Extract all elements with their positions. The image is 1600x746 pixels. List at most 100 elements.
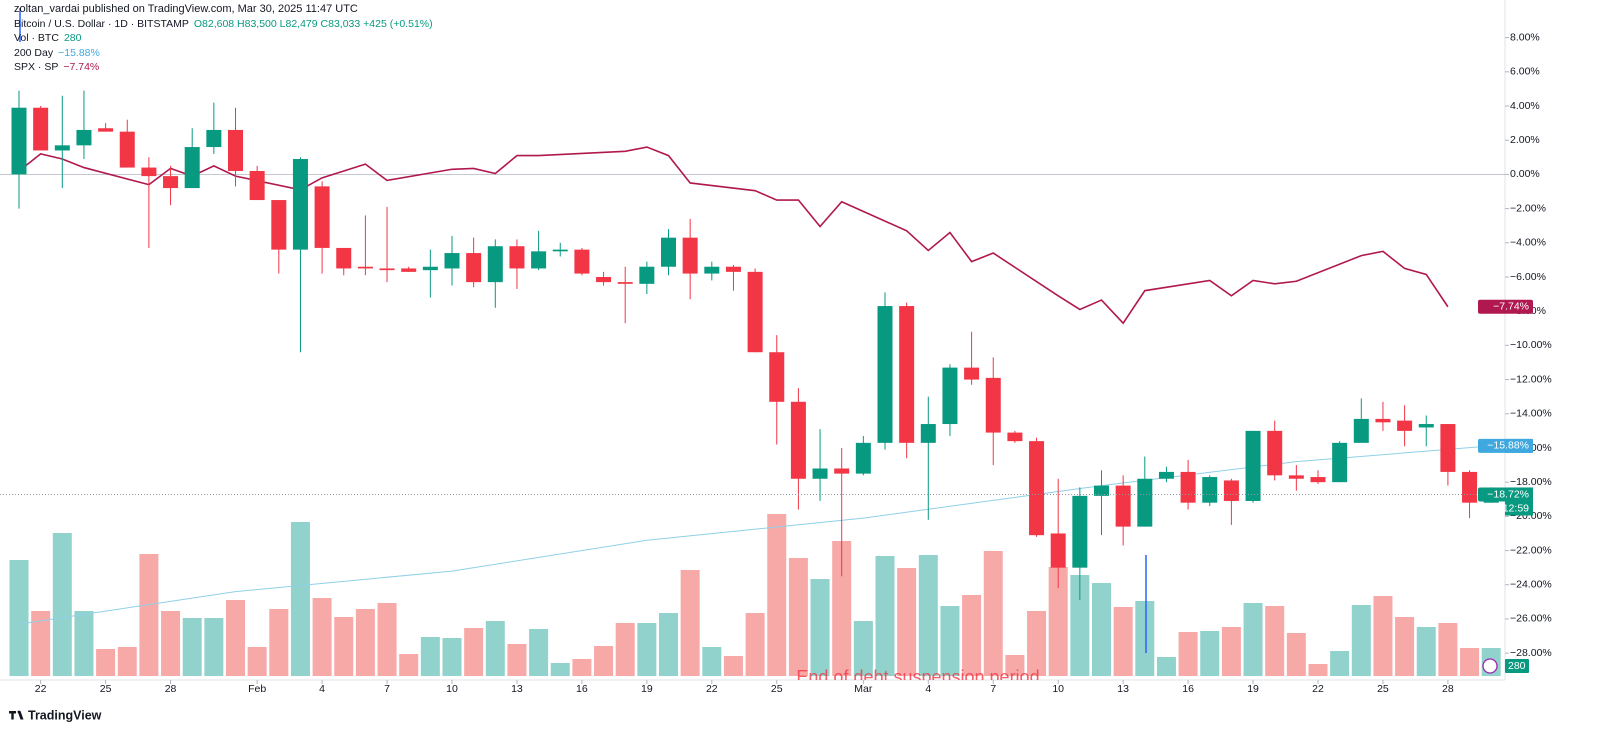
volume-bar bbox=[507, 644, 527, 676]
candle-body bbox=[964, 367, 980, 380]
candle-body bbox=[704, 266, 720, 274]
volume-bar bbox=[269, 609, 289, 676]
x-tick-label: 25 bbox=[100, 683, 112, 695]
volume-bar bbox=[204, 618, 224, 676]
symbol: Bitcoin / U.S. Dollar · 1D · BITSTAMP bbox=[14, 17, 189, 30]
spx-last-label: −7.74% bbox=[1493, 301, 1529, 313]
candle-body bbox=[552, 249, 568, 252]
volume-bar bbox=[1221, 627, 1241, 676]
candle-body bbox=[422, 266, 438, 271]
candle-body bbox=[1310, 477, 1326, 483]
volume-bar bbox=[182, 618, 202, 676]
volume-row: Vol · BTC 280 bbox=[14, 31, 438, 46]
volume-bar bbox=[897, 568, 917, 676]
volume-bar bbox=[139, 554, 159, 676]
plot-area: End of debt suspension period bbox=[0, 90, 1505, 680]
volume-bar bbox=[485, 621, 505, 676]
candle-body bbox=[1245, 430, 1261, 501]
x-tick-label: 13 bbox=[511, 683, 523, 695]
volume-bar bbox=[1351, 605, 1371, 676]
candle-body bbox=[1137, 478, 1153, 527]
x-tick-label: 10 bbox=[446, 683, 458, 695]
volume-bar bbox=[832, 541, 852, 676]
candle-body bbox=[531, 251, 547, 269]
candle-body bbox=[1158, 471, 1174, 479]
candle-body bbox=[487, 246, 503, 283]
volume-bar bbox=[52, 533, 72, 676]
tradingview-logo bbox=[8, 710, 24, 720]
candle-body bbox=[119, 131, 135, 168]
volume-bar bbox=[1178, 632, 1198, 676]
y-tick-label: 0.00% bbox=[1510, 168, 1540, 180]
volume-bar bbox=[334, 617, 354, 676]
candle-body bbox=[163, 176, 179, 189]
volume-bar bbox=[226, 600, 245, 676]
footer-brand: TradingView bbox=[28, 708, 102, 722]
candle-body bbox=[54, 145, 70, 151]
published: zoltan_vardai published on TradingView.c… bbox=[14, 3, 358, 15]
volume-bar bbox=[1395, 617, 1415, 676]
y-tick-label: 4.00% bbox=[1510, 100, 1540, 112]
x-tick-label: 16 bbox=[576, 683, 588, 695]
volume-bar bbox=[442, 638, 462, 676]
price-last-label-bg bbox=[1478, 487, 1533, 502]
volume-name: Vol · BTC bbox=[14, 32, 59, 44]
candle-body bbox=[920, 424, 936, 443]
volume-bar bbox=[1156, 657, 1176, 676]
volume-bar bbox=[1048, 567, 1068, 676]
ma-last-label-bg bbox=[1478, 438, 1533, 453]
x-tick-label: 25 bbox=[1377, 683, 1389, 695]
volume-last-label: 280 bbox=[1508, 660, 1526, 672]
candle-body bbox=[1223, 480, 1239, 501]
y-tick-label: −6.00% bbox=[1510, 271, 1546, 283]
candle-body bbox=[1050, 533, 1066, 568]
volume-bar bbox=[1200, 631, 1220, 676]
candle-body bbox=[985, 377, 1001, 433]
candle-body bbox=[1072, 495, 1088, 568]
volume-bar bbox=[962, 595, 982, 676]
candle-body bbox=[1440, 424, 1456, 472]
x-tick-label: 22 bbox=[35, 683, 47, 695]
volume-bar bbox=[420, 637, 440, 676]
x-tick-label: 10 bbox=[1052, 683, 1064, 695]
candle-body bbox=[292, 159, 308, 250]
volume-bar bbox=[464, 628, 484, 676]
volume-bar bbox=[637, 623, 657, 676]
volume-bar bbox=[1373, 596, 1393, 676]
candle-body bbox=[877, 306, 893, 443]
candle-body bbox=[942, 367, 958, 425]
spx-name: SPX · SP bbox=[14, 61, 59, 73]
volume-bar bbox=[918, 555, 938, 676]
volume-bar bbox=[702, 647, 722, 676]
candle-body bbox=[249, 170, 265, 201]
volume-bar bbox=[31, 611, 51, 676]
volume-bar bbox=[875, 556, 895, 676]
y-tick-label: 2.00% bbox=[1510, 134, 1540, 146]
x-tick-label: 7 bbox=[384, 683, 390, 695]
x-tick-label: 7 bbox=[990, 683, 996, 695]
candle-body bbox=[747, 271, 763, 353]
candle-body bbox=[1267, 430, 1283, 476]
candle-body bbox=[314, 186, 330, 248]
candle-body bbox=[725, 266, 741, 272]
candle-body bbox=[1418, 424, 1434, 428]
volume-bar bbox=[1092, 583, 1111, 676]
volume-bar bbox=[723, 656, 743, 676]
candle-body bbox=[271, 200, 287, 250]
volume-bar bbox=[1265, 606, 1285, 676]
candle-body bbox=[1094, 485, 1109, 496]
y-tick-label: −4.00% bbox=[1510, 237, 1546, 249]
volume-bar bbox=[853, 621, 873, 676]
x-tick-label: 4 bbox=[925, 683, 931, 695]
volume-bar bbox=[161, 611, 181, 676]
y-tick-label: −2.00% bbox=[1510, 202, 1546, 214]
candle-body bbox=[812, 468, 828, 479]
y-tick-label: −28.00% bbox=[1510, 647, 1552, 659]
x-tick-label: 22 bbox=[1312, 683, 1324, 695]
candle-body bbox=[1397, 420, 1413, 431]
volume-bar bbox=[680, 570, 700, 676]
volume-bar bbox=[940, 606, 960, 676]
candle-body bbox=[228, 129, 243, 171]
volume-last-label-bg bbox=[1505, 659, 1529, 673]
candle-body bbox=[206, 129, 222, 148]
